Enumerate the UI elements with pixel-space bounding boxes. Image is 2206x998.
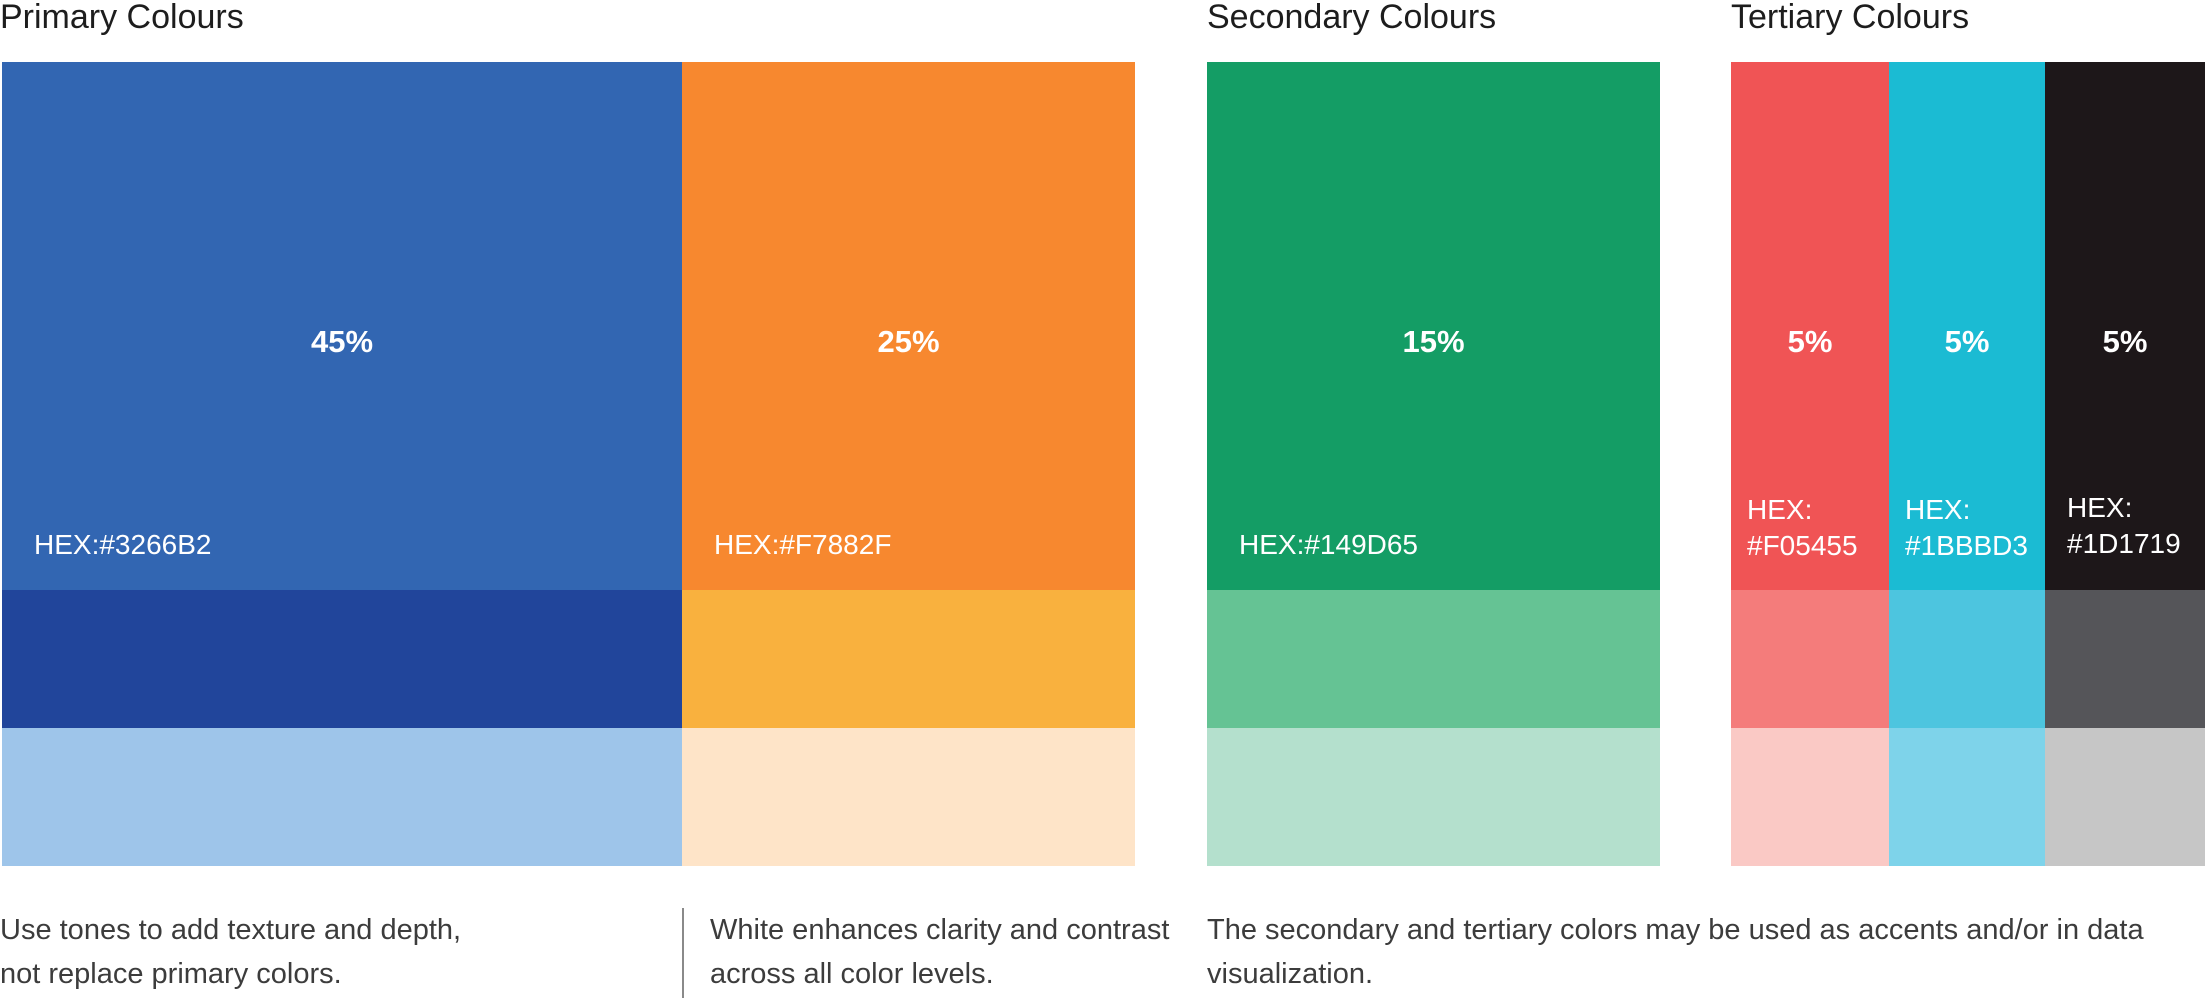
- swatch-cyan-percent: 5%: [1944, 324, 1990, 359]
- notes-divider: [682, 908, 684, 998]
- white-note: White enhances clarity and contrast acro…: [710, 914, 1170, 990]
- swatch-red-main: 5% HEX: #F05455: [1731, 62, 1889, 590]
- swatch-orange-tone-1: [682, 590, 1135, 728]
- swatch-orange: 25% HEX:#F7882F: [682, 62, 1135, 866]
- swatch-cyan-hex-value: #1BBBD3: [1905, 530, 2028, 561]
- swatch-red-tone-1: [1731, 590, 1889, 728]
- tones-note: Use tones to add texture and depth, not …: [0, 914, 462, 990]
- swatch-green-main: 15% HEX:#149D65: [1207, 62, 1660, 590]
- swatch-green-tone-2: [1207, 728, 1660, 866]
- swatch-red-hex-label: HEX:: [1747, 494, 1813, 525]
- swatch-cyan-hex-label: HEX:: [1905, 494, 1971, 525]
- accents-note: The secondary and tertiary colors may be…: [1207, 914, 2144, 990]
- swatch-cyan-main: 5% HEX: #1BBBD3: [1889, 62, 2045, 590]
- primary-colours-heading: Primary Colours: [0, 0, 244, 36]
- swatch-black-main: 5% HEX: #1D1719: [2045, 62, 2205, 590]
- swatch-red-tone-2: [1731, 728, 1889, 866]
- swatch-black-percent: 5%: [2102, 324, 2148, 359]
- swatch-blue-percent: 45%: [310, 324, 374, 359]
- swatch-green-hex: HEX:#149D65: [1239, 529, 1419, 560]
- swatch-cyan: 5% HEX: #1BBBD3: [1889, 62, 2045, 866]
- swatch-red-hex-value: #F05455: [1747, 530, 1858, 561]
- swatch-blue-hex: HEX:#3266B2: [34, 529, 212, 560]
- swatch-black-hex: HEX: #1D1719: [2067, 490, 2181, 562]
- swatch-cyan-hex: HEX: #1BBBD3: [1905, 492, 2028, 564]
- swatch-blue-main: 45% HEX:#3266B2: [2, 62, 682, 590]
- swatch-black-hex-label: HEX:: [2067, 492, 2133, 523]
- swatch-green-tone-1: [1207, 590, 1660, 728]
- swatch-blue-tone-dark: [2, 590, 682, 728]
- swatch-green-percent: 15%: [1402, 324, 1465, 359]
- swatch-green: 15% HEX:#149D65: [1207, 62, 1660, 866]
- swatch-red-percent: 5%: [1787, 324, 1833, 359]
- swatch-black-tone-2: [2045, 728, 2205, 866]
- swatch-cyan-tone-2: [1889, 728, 2045, 866]
- swatch-orange-tone-2: [682, 728, 1135, 866]
- swatch-black-hex-value: #1D1719: [2067, 528, 2181, 559]
- swatch-red-hex: HEX: #F05455: [1747, 492, 1858, 564]
- swatch-red: 5% HEX: #F05455: [1731, 62, 1889, 866]
- swatch-orange-main: 25% HEX:#F7882F: [682, 62, 1135, 590]
- swatch-blue: 45% HEX:#3266B2: [2, 62, 682, 866]
- swatch-blue-tone-light: [2, 728, 682, 866]
- secondary-colours-heading: Secondary Colours: [1207, 0, 1497, 36]
- swatch-cyan-tone-1: [1889, 590, 2045, 728]
- swatch-black: 5% HEX: #1D1719: [2045, 62, 2205, 866]
- tertiary-colours-heading: Tertiary Colours: [1731, 0, 1970, 36]
- swatch-black-tone-1: [2045, 590, 2205, 728]
- swatch-orange-hex: HEX:#F7882F: [714, 529, 892, 560]
- swatch-orange-percent: 25%: [877, 324, 940, 359]
